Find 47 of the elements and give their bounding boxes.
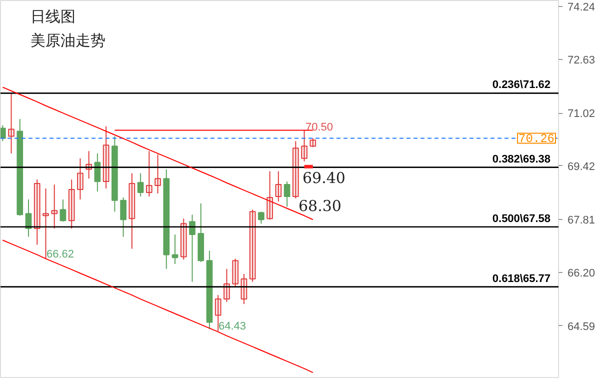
candlestick	[8, 93, 14, 154]
candlestick	[68, 179, 75, 230]
candlestick	[172, 234, 178, 264]
candlestick	[102, 126, 110, 190]
candlestick	[275, 170, 282, 202]
ref-line-label: 0.618\65.77	[492, 272, 551, 285]
y-tick-label: 72.63	[568, 54, 596, 67]
y-tick-label: 67.81	[568, 214, 596, 226]
y-tick-label: 74.24	[568, 1, 596, 14]
candlestick	[310, 138, 316, 148]
candlestick	[128, 172, 136, 250]
annotation: 64.43	[218, 320, 246, 332]
candlestick	[284, 181, 290, 208]
candlestick	[60, 198, 66, 222]
y-tick-label: 66.20	[568, 268, 596, 280]
candlestick	[249, 209, 256, 282]
annotation: 68.30	[298, 197, 342, 215]
candlestick	[266, 170, 273, 220]
candlestick	[137, 172, 144, 197]
ref-line-label: 0.500\67.58	[492, 212, 551, 225]
candlestick	[0, 124, 6, 142]
ref-line-label: 0.382\69.38	[492, 153, 551, 166]
candlestick	[189, 214, 196, 282]
text: 美原油走势	[30, 32, 106, 50]
candlestick	[232, 258, 239, 288]
candlestick	[42, 188, 49, 260]
annotation: 69.40	[302, 169, 346, 187]
candlestick	[34, 179, 40, 246]
candlestick	[77, 158, 84, 200]
ref-line-label: 0.236\71.62	[492, 79, 551, 92]
line-series	[2, 240, 314, 374]
annotation: 66.62	[46, 248, 74, 260]
y-tick-label: 71.02	[568, 108, 596, 120]
candlestick	[154, 154, 161, 194]
candlestick	[292, 140, 299, 199]
candlestick	[51, 184, 58, 230]
candlestick	[301, 130, 308, 162]
y-tick-label: 69.42	[568, 160, 596, 173]
candlestick	[180, 218, 187, 260]
candlestick	[146, 150, 152, 197]
candlestick	[120, 196, 126, 238]
text: 日线图	[30, 8, 76, 26]
candlestick	[224, 268, 230, 303]
annotation: 70.50	[306, 122, 334, 134]
y-tick-label: 64.59	[568, 320, 596, 333]
ref-line-label: 70.26	[518, 132, 555, 146]
candlestick	[258, 211, 264, 224]
